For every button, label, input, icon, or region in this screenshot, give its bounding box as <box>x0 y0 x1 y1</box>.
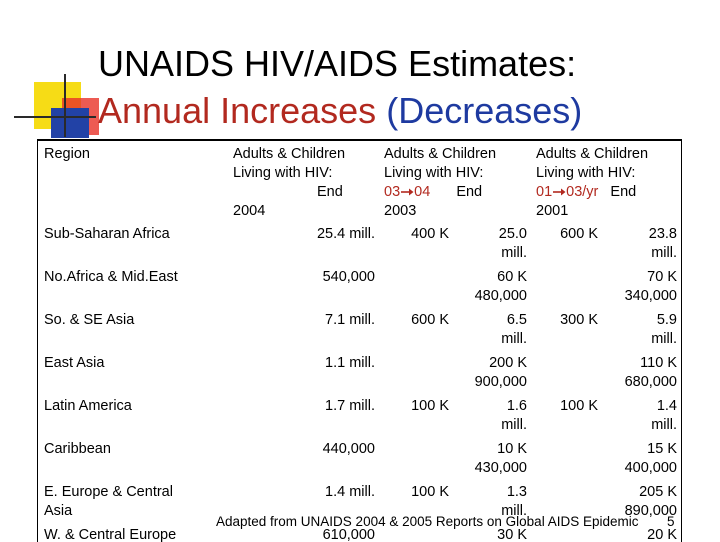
row-end2003-line1: 1.6 <box>506 398 527 414</box>
row-end2004: 540,000 <box>322 269 375 285</box>
row-region: Latin America <box>44 398 132 414</box>
row-end2003-line2: mill. <box>501 331 527 347</box>
row-end2003-line2: mill. <box>501 245 527 261</box>
header-region: Region <box>44 146 90 162</box>
row-end2004: 610,000 <box>322 527 375 542</box>
header-col2-line3: 03 04 End <box>384 183 482 202</box>
row-end2003-line2: 900,000 <box>474 374 527 390</box>
row-end2001-line1: 20 K <box>647 527 677 542</box>
row-end2001-line1: 1.4 <box>656 398 677 414</box>
row-region: Sub-Saharan Africa <box>44 226 170 242</box>
row-end2001-line1: 15 K <box>647 441 677 457</box>
estimates-table: Region Adults & Children Living with HIV… <box>37 139 682 542</box>
decor-blue-square <box>51 108 89 138</box>
row-end2003-line1: 30 K <box>497 527 527 542</box>
row-end2003-line1: 60 K <box>497 269 527 285</box>
row-end2003-line2: mill. <box>501 417 527 433</box>
row-end2001-line2: 890,000 <box>624 503 677 519</box>
row-end2004: 1.4 mill. <box>325 484 375 500</box>
header-col1-line2: Living with HIV: <box>233 165 333 181</box>
row-increase-0304: 600 K <box>411 312 449 328</box>
col2-to: 04 <box>414 184 431 200</box>
header-col2-line2: Living with HIV: <box>384 165 484 181</box>
row-end2001-line2: mill. <box>651 417 677 433</box>
row-region: No.Africa & Mid.East <box>44 269 178 285</box>
row-end2001-line1: 110 K <box>640 355 677 371</box>
row-end2001-line1: 205 K <box>639 484 677 500</box>
row-end2004: 440,000 <box>322 441 375 457</box>
row-end2003-line1: 200 K <box>489 355 527 371</box>
row-end2001-line2: 680,000 <box>624 374 677 390</box>
row-end2003-line2: 480,000 <box>474 288 527 304</box>
row-region: So. & SE Asia <box>44 312 135 328</box>
row-end2004: 25.4 mill. <box>316 226 375 242</box>
row-end2003-line1: 1.3 <box>506 484 527 500</box>
row-end2001-line2: 400,000 <box>624 460 677 476</box>
row-end2004: 7.1 mill. <box>325 312 375 328</box>
row-end2003-line2: mill. <box>501 503 527 519</box>
col3-from: 01 <box>536 184 553 200</box>
row-end2003-line1: 25.0 <box>498 226 527 242</box>
arrow-right-icon <box>553 188 566 196</box>
row-end2003-line2: 430,000 <box>474 460 527 476</box>
row-end2001-line2: mill. <box>651 245 677 261</box>
row-region-line1: E. Europe & Central <box>44 484 173 500</box>
col3-end: End <box>610 184 637 200</box>
decor-vertical-line <box>64 74 66 137</box>
row-end2001-line2: 340,000 <box>624 288 677 304</box>
row-increase-0103: 600 K <box>560 226 598 242</box>
title-annual-increases: Annual Increases <box>98 90 377 131</box>
header-col1-line4: 2004 <box>233 203 266 219</box>
col2-end: End <box>456 184 483 200</box>
col2-from: 03 <box>384 184 401 200</box>
row-region: W. & Central Europe <box>44 527 177 542</box>
row-region: Caribbean <box>44 441 111 457</box>
row-end2001-line1: 23.8 <box>648 226 677 242</box>
row-end2003-line1: 10 K <box>497 441 527 457</box>
header-col1-line3: End <box>317 184 343 200</box>
header-col3-line2: Living with HIV: <box>536 165 636 181</box>
header-col1-line1: Adults & Children <box>233 146 346 162</box>
header-col2-line4: 2003 <box>384 203 417 219</box>
row-increase-0103: 100 K <box>560 398 598 414</box>
row-increase-0103: 300 K <box>560 312 598 328</box>
row-end2001-line1: 70 K <box>647 269 677 285</box>
row-end2004: 1.1 mill. <box>325 355 375 371</box>
row-end2001-line2: mill. <box>651 331 677 347</box>
row-increase-0304: 400 K <box>411 226 449 242</box>
row-region-line2: Asia <box>44 503 73 519</box>
slide-title-line2: Annual Increases (Decreases) <box>98 89 582 133</box>
col3-to: 03/yr <box>566 184 599 200</box>
row-increase-0304: 100 K <box>411 484 449 500</box>
page-number: 5 <box>667 514 675 529</box>
row-region: East Asia <box>44 355 105 371</box>
header-col3-line3: 01 03/yr End <box>536 183 636 202</box>
row-increase-0304: 100 K <box>411 398 449 414</box>
row-end2004: 1.7 mill. <box>325 398 375 414</box>
row-end2003-line1: 6.5 <box>506 312 527 328</box>
header-col3-line1: Adults & Children <box>536 146 649 162</box>
header-col2-line1: Adults & Children <box>384 146 497 162</box>
arrow-right-icon <box>401 188 414 196</box>
source-footnote: Adapted from UNAIDS 2004 & 2005 Reports … <box>216 514 639 529</box>
slide-title-line1: UNAIDS HIV/AIDS Estimates: <box>98 43 577 84</box>
title-decreases: (Decreases) <box>386 90 583 131</box>
header-col3-line4: 2001 <box>536 203 569 219</box>
row-end2001-line1: 5.9 <box>656 312 677 328</box>
decor-horizontal-line <box>14 116 96 118</box>
